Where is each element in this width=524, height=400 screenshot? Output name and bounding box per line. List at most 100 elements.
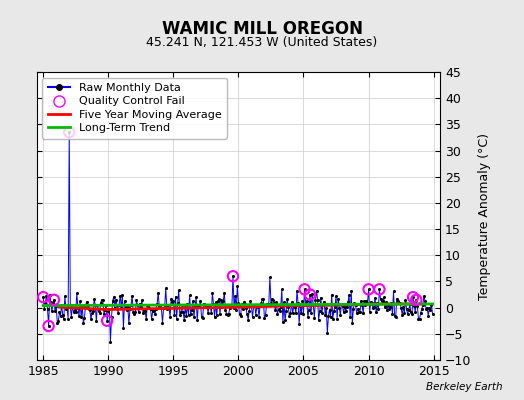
Point bbox=[270, 299, 278, 306]
Point bbox=[425, 304, 433, 311]
Point bbox=[202, 302, 210, 309]
Point bbox=[182, 313, 191, 319]
Point bbox=[232, 306, 241, 313]
Point bbox=[269, 297, 277, 303]
Point bbox=[388, 311, 397, 317]
Point bbox=[124, 304, 132, 310]
Point bbox=[190, 314, 198, 320]
Point bbox=[284, 304, 292, 310]
Point bbox=[355, 308, 363, 315]
Point bbox=[267, 300, 275, 306]
Point bbox=[363, 300, 372, 306]
Point bbox=[243, 311, 252, 318]
Point bbox=[356, 309, 364, 316]
Point bbox=[303, 314, 312, 320]
Point bbox=[410, 302, 418, 309]
Point bbox=[208, 290, 216, 296]
Point bbox=[136, 300, 144, 307]
Point bbox=[311, 297, 320, 304]
Point bbox=[214, 298, 222, 305]
Point bbox=[374, 306, 383, 312]
Point bbox=[51, 308, 59, 314]
Point bbox=[46, 292, 54, 298]
Point bbox=[39, 294, 47, 300]
Point bbox=[274, 310, 282, 317]
Point bbox=[221, 306, 230, 313]
Point bbox=[346, 314, 354, 320]
Point bbox=[247, 303, 256, 309]
Point bbox=[90, 296, 99, 302]
Point bbox=[177, 309, 185, 315]
Point bbox=[305, 307, 313, 314]
Point bbox=[47, 298, 55, 305]
Point bbox=[344, 299, 352, 306]
Point bbox=[92, 318, 101, 325]
Point bbox=[253, 303, 261, 310]
Point bbox=[166, 314, 174, 320]
Point bbox=[42, 292, 51, 299]
Point bbox=[421, 298, 429, 304]
Point bbox=[110, 294, 118, 300]
Point bbox=[225, 305, 234, 312]
Point bbox=[275, 306, 283, 313]
Point bbox=[151, 311, 159, 317]
Point bbox=[330, 308, 338, 314]
Point bbox=[353, 309, 361, 316]
Point bbox=[45, 323, 53, 329]
Point bbox=[373, 300, 381, 306]
Point bbox=[386, 304, 395, 310]
Point bbox=[268, 296, 276, 302]
Point bbox=[105, 306, 114, 312]
Point bbox=[40, 306, 48, 312]
Point bbox=[280, 299, 288, 306]
Point bbox=[242, 305, 250, 312]
Point bbox=[85, 307, 94, 313]
Point bbox=[210, 314, 219, 320]
Point bbox=[206, 302, 214, 308]
Point bbox=[213, 312, 221, 318]
Point bbox=[409, 294, 417, 300]
Point bbox=[285, 313, 293, 319]
Point bbox=[104, 308, 113, 315]
Point bbox=[159, 305, 168, 311]
Point bbox=[64, 316, 72, 322]
Point bbox=[350, 300, 358, 306]
Point bbox=[300, 286, 309, 292]
Point bbox=[73, 290, 81, 296]
Point bbox=[371, 294, 379, 301]
Point bbox=[369, 305, 377, 311]
Point bbox=[158, 320, 167, 326]
Point bbox=[174, 287, 183, 294]
Point bbox=[394, 298, 402, 305]
Point bbox=[68, 302, 77, 308]
Point bbox=[306, 291, 314, 298]
Point bbox=[49, 300, 57, 306]
Point bbox=[84, 305, 93, 312]
Point bbox=[408, 311, 416, 317]
Point bbox=[183, 301, 192, 307]
Point bbox=[65, 129, 73, 136]
Point bbox=[82, 299, 91, 305]
Point bbox=[365, 309, 374, 315]
Point bbox=[189, 298, 197, 304]
Point bbox=[335, 304, 344, 311]
Point bbox=[336, 312, 345, 318]
Point bbox=[157, 305, 166, 312]
Point bbox=[260, 315, 269, 322]
Point bbox=[114, 310, 122, 316]
Point bbox=[306, 291, 314, 298]
Point bbox=[139, 310, 147, 316]
Point bbox=[376, 296, 385, 302]
Point bbox=[313, 296, 322, 303]
Point bbox=[349, 306, 357, 312]
Point bbox=[298, 298, 307, 304]
Point bbox=[222, 310, 231, 317]
Point bbox=[223, 312, 232, 318]
Point bbox=[132, 297, 140, 304]
Point bbox=[286, 310, 294, 316]
Point bbox=[390, 312, 399, 319]
Point bbox=[261, 312, 270, 318]
Point bbox=[279, 319, 287, 326]
Point bbox=[333, 316, 341, 322]
Point bbox=[400, 310, 409, 316]
